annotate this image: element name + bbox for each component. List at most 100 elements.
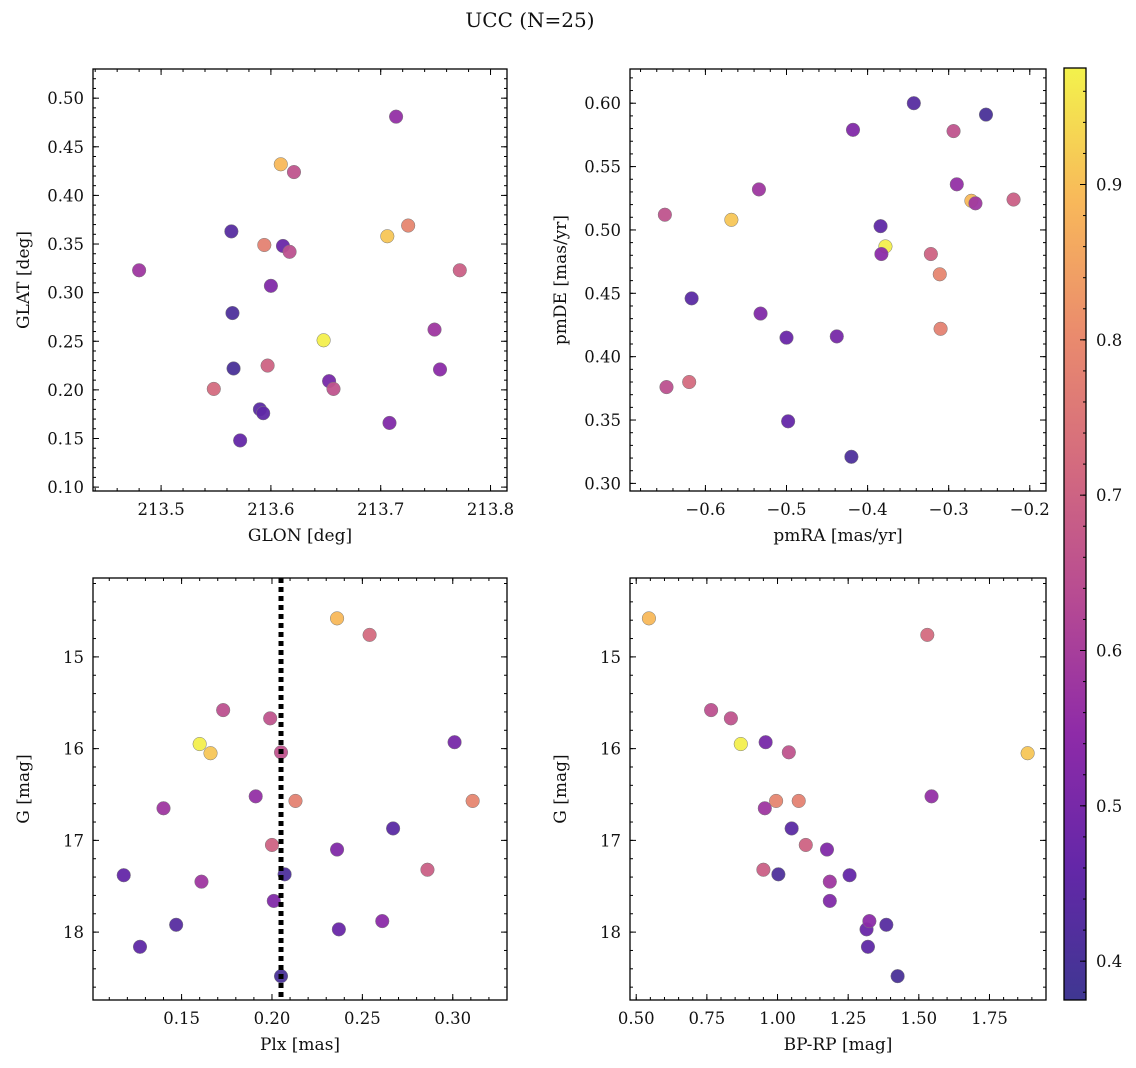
panel-plx-g: 0.15 0.20 0.25 0.30 15 16 17 18 Plx [mas] G [mag] [14, 577, 508, 1055]
data-point [844, 449, 859, 464]
x-tick-label: −0.4 [848, 500, 888, 519]
data-point [226, 361, 241, 376]
data-point [224, 224, 239, 239]
data-point [380, 229, 395, 244]
data-point [842, 868, 857, 883]
data-point [248, 789, 263, 804]
minor-ticks [630, 578, 1047, 1000]
data-point [819, 842, 835, 857]
data-point [326, 381, 341, 396]
data-point [733, 736, 748, 752]
figure-title: UCC (N=25) [465, 8, 594, 32]
data-point [465, 793, 480, 808]
y-tick-label: 0.35 [47, 235, 84, 254]
data-point [192, 736, 207, 752]
data-point [874, 246, 889, 262]
x-tick-label: 0.20 [254, 1009, 291, 1028]
data-point [452, 263, 467, 278]
data-point [257, 237, 272, 253]
data-point [264, 837, 280, 853]
data-point [427, 322, 442, 337]
x-tick-label: −0.5 [766, 500, 806, 519]
x-tick-label: 1.50 [900, 1009, 937, 1028]
x-tick-label: −0.2 [1010, 500, 1050, 519]
panels: 213.5 213.6 213.7 213.8 0.10 0.15 0.20 0.25 0.30… [14, 68, 1050, 1055]
data-point [879, 917, 894, 932]
x-tick-label: 213.7 [357, 500, 404, 519]
data-point [798, 837, 813, 853]
y-tick-label: 0.35 [584, 411, 621, 430]
x-tick-label: 1.75 [971, 1009, 1008, 1028]
data-point [933, 321, 948, 336]
x-tick-label: 213.8 [467, 500, 514, 519]
data-point [206, 381, 221, 396]
data-point [781, 414, 796, 429]
data-point [401, 218, 416, 233]
y-axis-label: G [mag] [551, 754, 571, 823]
y-tick-label: 17 [63, 831, 84, 850]
x-tick-label: 0.75 [688, 1009, 725, 1028]
minor-ticks [93, 68, 507, 491]
colorbar-tick-label: 0.4 [1096, 952, 1122, 971]
panel-bprp-g: 0.50 0.75 1.00 1.25 1.50 1.75 15 16 17 18 BP-RP [m… [551, 577, 1047, 1055]
y-tick-label: 0.30 [47, 284, 84, 303]
data-point [873, 219, 888, 234]
y-tick-label: 0.55 [584, 158, 621, 177]
data-point [330, 611, 345, 626]
data-point [906, 96, 921, 111]
data-point [657, 207, 672, 222]
minor-ticks [93, 578, 508, 1000]
data-point [781, 745, 796, 760]
data-point [758, 735, 773, 750]
data-point [1006, 192, 1021, 207]
data-point [132, 939, 148, 954]
y-tick-label: 0.25 [47, 332, 84, 351]
data-point [968, 196, 983, 211]
y-tick-label: 15 [600, 648, 621, 667]
data-point [822, 874, 837, 889]
colorbar: 0.4 0.5 0.6 0.7 0.8 0.9 [1063, 67, 1122, 1001]
x-tick-label: 1.00 [759, 1009, 796, 1028]
y-tick-label: 0.20 [47, 381, 84, 400]
axes-frame [92, 577, 508, 1001]
x-tick-label: 0.15 [163, 1009, 200, 1028]
x-axis-label: BP-RP [mag] [784, 1035, 893, 1055]
data-point [932, 267, 947, 282]
panel-pmra-pmde: −0.6 −0.5 −0.4 −0.3 −0.2 0.30 0.35 0.40 0.45 0.50… [551, 68, 1050, 546]
data-point [260, 358, 275, 373]
data-point [862, 914, 877, 929]
data-point [375, 914, 390, 929]
data-point [330, 842, 345, 857]
x-tick-label: 213.6 [247, 500, 294, 519]
y-tick-label: 17 [600, 831, 621, 850]
x-axis-label: pmRA [mas/yr] [773, 526, 902, 546]
data-point [784, 821, 799, 836]
x-tick-label: −0.6 [685, 500, 725, 519]
axes-frame [92, 68, 508, 492]
data-point [829, 329, 844, 344]
y-tick-label: 0.45 [584, 284, 621, 303]
data-point [946, 124, 961, 139]
data-point [203, 746, 218, 761]
data-point [924, 789, 939, 804]
data-point [216, 703, 231, 718]
data-point [753, 306, 768, 321]
colorbar-tick-label: 0.6 [1096, 642, 1122, 661]
data-point [845, 122, 861, 137]
data-point [860, 939, 876, 954]
y-tick-label: 18 [63, 923, 84, 942]
data-point [791, 793, 806, 808]
data-point [447, 735, 462, 750]
colorbar-tick-label: 0.9 [1096, 176, 1122, 195]
data-point [263, 278, 278, 293]
x-tick-label: −0.3 [929, 500, 969, 519]
axes-frame [629, 577, 1047, 1001]
data-point [769, 793, 784, 808]
data-point [949, 177, 964, 192]
data-point [386, 821, 401, 836]
scatter-points [641, 611, 1035, 984]
y-axis-label: pmDE [mas/yr] [551, 215, 571, 345]
y-tick-label: 16 [63, 740, 84, 759]
x-axis-label: GLON [deg] [248, 526, 352, 546]
y-tick-label: 0.60 [584, 94, 621, 113]
